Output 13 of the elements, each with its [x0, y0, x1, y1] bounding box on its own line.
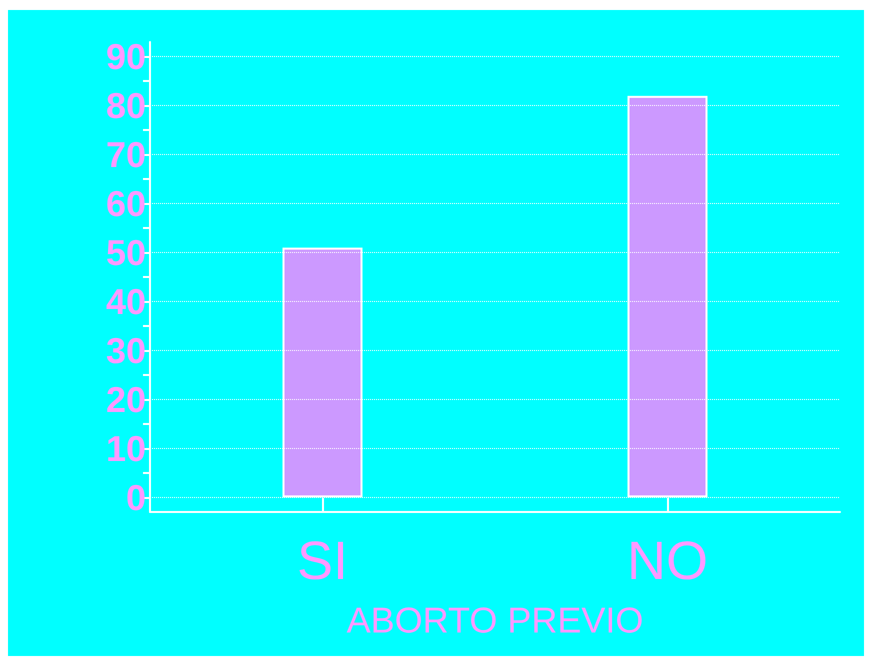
- x-tick-label: SI: [296, 531, 348, 591]
- y-tick-label: 90: [106, 36, 146, 78]
- x-tick-label: NO: [627, 531, 708, 591]
- y-tick-label: 30: [106, 330, 146, 371]
- y-tick-label: 80: [106, 85, 146, 126]
- y-tick-label: 60: [106, 183, 146, 224]
- y-tick-label: 40: [106, 280, 146, 322]
- y-tick-label: 70: [106, 134, 146, 176]
- y-tick-label: 20: [106, 378, 146, 420]
- x-axis-title: ABORTO PREVIO: [346, 600, 644, 640]
- y-tick-label: 10: [106, 428, 146, 469]
- y-tick-label: 0: [126, 476, 146, 518]
- y-tick-label: 50: [106, 232, 146, 274]
